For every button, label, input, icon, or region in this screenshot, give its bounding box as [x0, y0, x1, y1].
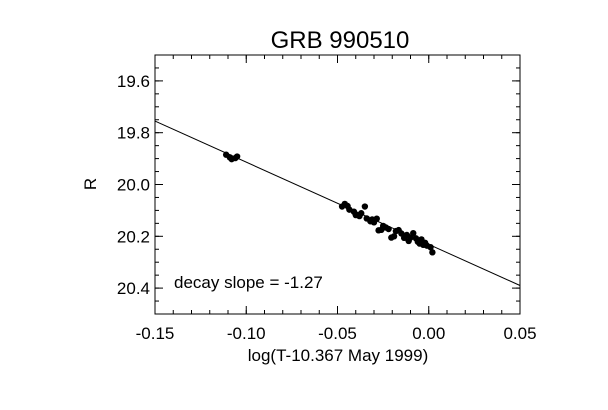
x-tick-label: -0.05: [318, 324, 357, 343]
data-point: [410, 229, 417, 237]
data-point: [233, 153, 241, 160]
data-point: [427, 243, 434, 251]
x-axis: -0.15 -0.10 -0.05 0.00 0.05: [136, 55, 537, 343]
y-tick-label: 19.8: [117, 124, 150, 143]
x-tick-label: -0.15: [136, 324, 175, 343]
y-tick-label: 20.0: [117, 176, 150, 195]
x-tick-label: 0.05: [503, 324, 536, 343]
decay-slope-annotation: decay slope = -1.27: [174, 273, 323, 292]
data-point: [390, 233, 398, 240]
data-points: [222, 151, 436, 256]
data-point: [385, 225, 392, 233]
fit-line: [154, 120, 521, 286]
y-tick-label: 20.2: [117, 227, 150, 246]
y-tick-label: 19.6: [117, 72, 150, 91]
data-point: [361, 203, 369, 210]
chart-title: GRB 990510: [271, 27, 410, 54]
x-tick-label: -0.10: [227, 324, 266, 343]
x-tick-label: 0.00: [412, 324, 445, 343]
y-axis-label: R: [81, 178, 100, 190]
data-point: [358, 210, 365, 217]
y-tick-label: 20.4: [117, 279, 150, 298]
data-point: [373, 215, 380, 222]
data-point: [429, 249, 436, 256]
x-axis-label: log(T-10.367 May 1999): [248, 346, 429, 365]
y-axis: 19.6 19.8 20.0 20.2 20.4: [117, 54, 520, 315]
